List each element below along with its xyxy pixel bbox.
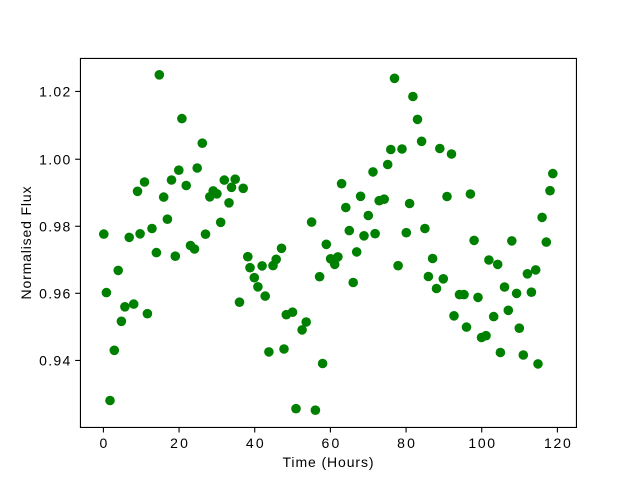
svg-text:0.94: 0.94 <box>39 353 70 369</box>
svg-text:Time (Hours): Time (Hours) <box>283 454 374 470</box>
svg-text:0.96: 0.96 <box>39 285 70 301</box>
svg-text:120: 120 <box>544 435 571 451</box>
svg-text:0: 0 <box>100 435 108 451</box>
svg-text:1.00: 1.00 <box>39 151 70 167</box>
svg-text:0.98: 0.98 <box>39 218 70 234</box>
svg-text:100: 100 <box>468 435 495 451</box>
svg-text:1.02: 1.02 <box>39 84 70 100</box>
svg-text:Normalised Flux: Normalised Flux <box>18 187 34 300</box>
